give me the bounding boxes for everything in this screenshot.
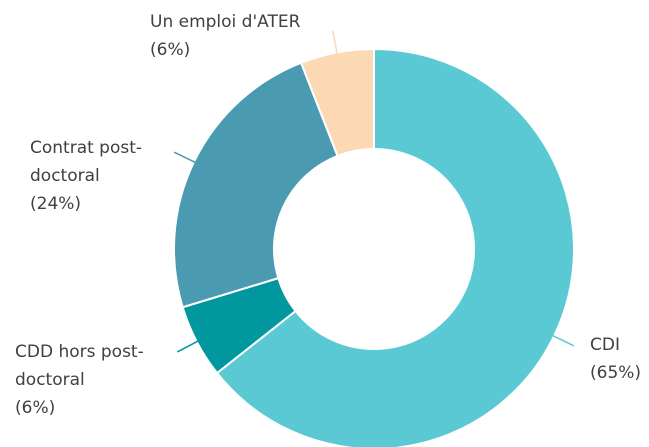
slice-label: Un emploi d'ATER xyxy=(150,12,301,32)
label-line: Un emploi d'ATER xyxy=(150,12,301,32)
leader-line xyxy=(173,151,200,166)
leader-line xyxy=(332,30,339,59)
slice-label: Contrat post-doctoral xyxy=(30,138,142,186)
label-line: Contrat post- xyxy=(30,138,142,158)
slice xyxy=(173,61,339,309)
label-line: doctoral xyxy=(30,166,100,186)
value-label: (6%) xyxy=(150,40,190,60)
slice-label: CDD hors post-doctoral xyxy=(15,342,144,390)
slice xyxy=(299,47,375,158)
slice xyxy=(215,47,575,447)
label-line: CDD hors post- xyxy=(15,342,144,362)
label-line: CDI xyxy=(590,335,620,355)
value-label: (65%) xyxy=(590,363,641,383)
leader-line xyxy=(548,332,575,347)
value-label: (24%) xyxy=(30,194,81,214)
value-label: (6%) xyxy=(15,398,55,418)
label-line: doctoral xyxy=(15,370,85,390)
slice-label: CDI xyxy=(590,335,620,355)
leader-line xyxy=(176,338,203,353)
